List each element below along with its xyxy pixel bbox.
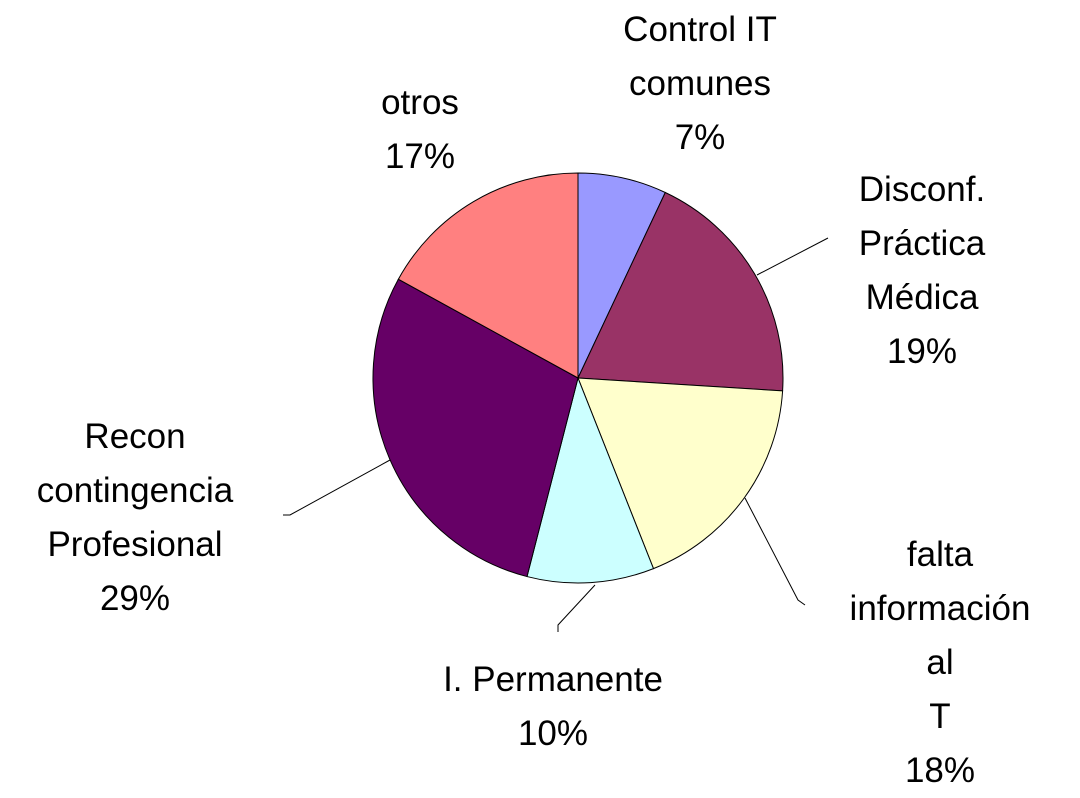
pie-slice (397, 172, 579, 379)
slice-label: otros 17% (381, 76, 459, 184)
leader-line (283, 459, 391, 516)
category-name: Control IT comunes (623, 10, 777, 103)
pie-slice (372, 278, 579, 578)
value-label: 7% (674, 118, 726, 157)
category-name: I. Permanente (443, 660, 663, 699)
category-name: Recon contingencia Profesional (36, 417, 234, 564)
slice-label: I. Permanente 10% (443, 653, 663, 761)
value-label: 19% (886, 332, 958, 371)
category-name: otros (381, 83, 459, 122)
pie-canvas (283, 172, 829, 632)
category-name: falta información al T (849, 535, 1031, 736)
leader-line (557, 584, 596, 632)
category-name: Disconf. Práctica Médica (858, 170, 986, 317)
slice-label: Recon contingencia Profesional 29% (37, 410, 234, 626)
value-label: 18% (904, 751, 976, 790)
wedges (372, 172, 784, 584)
chart: Control IT comunes 7% Disconf. Práctica Mé… (37, 3, 1031, 790)
slice-label: Disconf. Práctica Médica 19% (859, 163, 985, 379)
pie-slice (526, 376, 655, 584)
leader-line (744, 497, 806, 606)
value-label: 29% (99, 579, 171, 618)
slice-label: falta información al T 18% (850, 528, 1031, 798)
value-label: 17% (384, 137, 456, 176)
value-label: 10% (517, 714, 589, 753)
pie-slice (577, 191, 784, 392)
leader-line (756, 237, 829, 276)
pie-slice (577, 377, 784, 570)
slice-label: Control IT comunes 7% (623, 3, 777, 165)
